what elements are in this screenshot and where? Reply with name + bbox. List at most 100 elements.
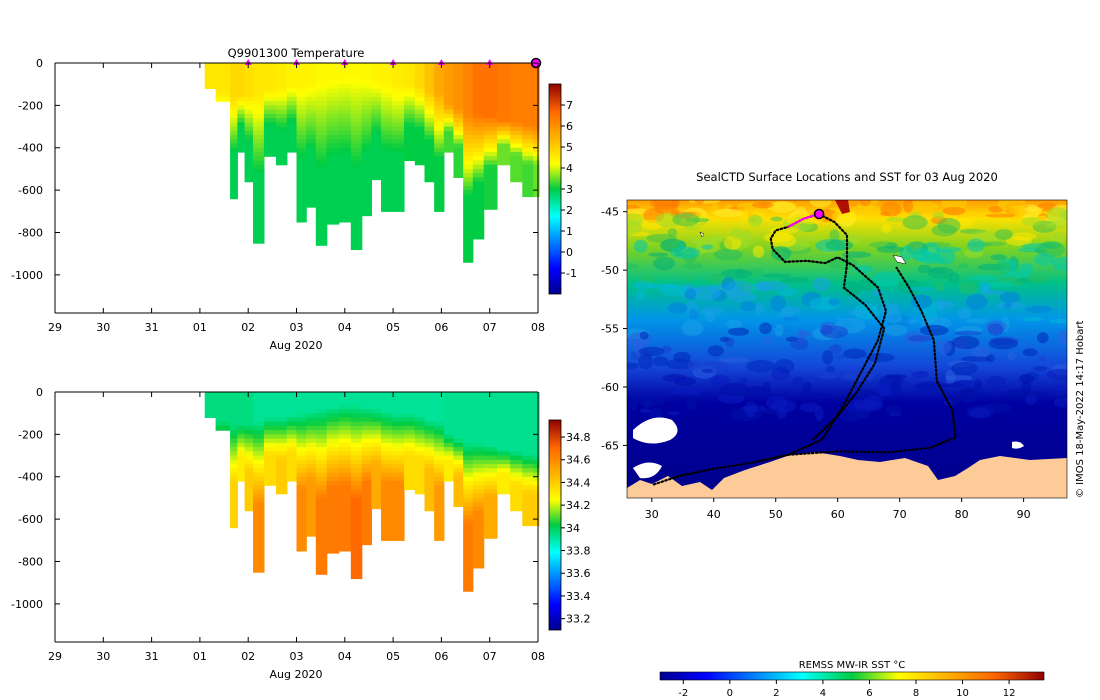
sst-patch — [686, 398, 697, 410]
section-cell — [414, 417, 426, 423]
section-cell — [230, 67, 238, 73]
section-cell — [496, 442, 511, 448]
section-cell — [244, 105, 254, 111]
section-cell — [296, 143, 307, 149]
section-cell — [453, 113, 464, 119]
section-cell — [522, 71, 534, 77]
section-cell — [443, 143, 455, 149]
sst-patch — [967, 238, 985, 253]
section-cell — [453, 143, 464, 149]
section-cell — [275, 67, 288, 73]
section-cell — [472, 67, 485, 73]
sst-tick-label: -2 — [678, 688, 688, 699]
section-cell — [296, 421, 307, 427]
section-cell — [326, 480, 340, 486]
section-cell — [391, 417, 405, 423]
sst-patch — [792, 376, 804, 388]
section-cell — [463, 561, 474, 567]
section-cell — [463, 586, 474, 592]
section-cell — [286, 408, 298, 414]
section-cell — [510, 126, 523, 132]
section-cell — [463, 88, 474, 94]
section-cell — [338, 181, 352, 187]
section-cell — [463, 63, 474, 68]
section-cell — [326, 510, 340, 516]
section-cell — [472, 113, 485, 119]
section-cell — [253, 75, 265, 81]
section-cell — [434, 71, 445, 77]
section-cell — [424, 75, 435, 81]
section-cell — [414, 421, 426, 427]
track-segment — [787, 266, 957, 456]
section-cell — [424, 151, 435, 157]
section-cell — [453, 430, 464, 435]
section-cell — [350, 451, 363, 457]
section-cell — [483, 190, 498, 195]
section-cell — [338, 480, 352, 486]
sst-patch — [768, 201, 796, 213]
section-cell — [391, 173, 405, 179]
section-cell — [296, 130, 307, 136]
section-cell — [350, 523, 363, 529]
section-cell — [483, 126, 498, 132]
section-cell — [315, 63, 328, 68]
section-cell — [253, 105, 265, 111]
section-cell — [533, 480, 540, 486]
section-cell — [381, 75, 393, 81]
section-cell — [463, 578, 474, 584]
section-cell — [443, 400, 455, 406]
section-cell — [296, 400, 307, 406]
section-cell — [338, 135, 352, 140]
section-cell — [350, 502, 363, 508]
section-cell — [371, 421, 382, 427]
section-cell — [338, 510, 352, 516]
section-cell — [253, 497, 265, 503]
section-cell — [483, 173, 498, 179]
section-cell — [253, 240, 265, 244]
section-cell — [463, 118, 474, 123]
section-cell — [244, 464, 254, 469]
section-cell — [522, 101, 534, 106]
section-cell — [275, 113, 288, 119]
section-cell — [244, 101, 254, 106]
section-cell — [338, 485, 352, 491]
section-cell — [244, 92, 254, 98]
y-tick-label: -600 — [18, 184, 43, 197]
section-cell — [391, 493, 405, 499]
section-cell — [253, 519, 265, 524]
section-cell — [244, 173, 254, 179]
section-cell — [315, 497, 328, 503]
section-cell — [424, 497, 435, 503]
section-cell — [381, 527, 393, 533]
section-cell — [230, 164, 238, 170]
section-cell — [237, 84, 246, 90]
section-cell — [414, 71, 426, 77]
section-cell — [510, 472, 523, 478]
section-cell — [403, 408, 416, 414]
section-cell — [371, 109, 382, 115]
section-cell — [306, 75, 317, 81]
section-cell — [326, 185, 340, 191]
section-cell — [244, 147, 254, 153]
section-cell — [253, 451, 265, 457]
section-cell — [381, 396, 393, 402]
section-cell — [483, 434, 498, 440]
sst-patch — [684, 274, 693, 282]
section-cell — [338, 502, 352, 508]
section-cell — [237, 476, 246, 482]
section-cell — [533, 130, 540, 136]
section-cell — [443, 447, 455, 452]
section-cell — [443, 425, 455, 431]
section-cell — [391, 194, 405, 200]
section-cell — [403, 126, 416, 132]
section-cell — [275, 485, 288, 491]
section-cell — [361, 506, 372, 512]
section-cell — [338, 198, 352, 204]
sst-patch — [1046, 207, 1067, 223]
colorbar-label: REMSS MW-IR SST °C — [799, 660, 906, 671]
section-cell — [510, 480, 523, 486]
section-cell — [434, 404, 445, 410]
sst-patch — [963, 212, 986, 218]
section-cell — [286, 113, 298, 119]
section-cell — [496, 122, 511, 128]
